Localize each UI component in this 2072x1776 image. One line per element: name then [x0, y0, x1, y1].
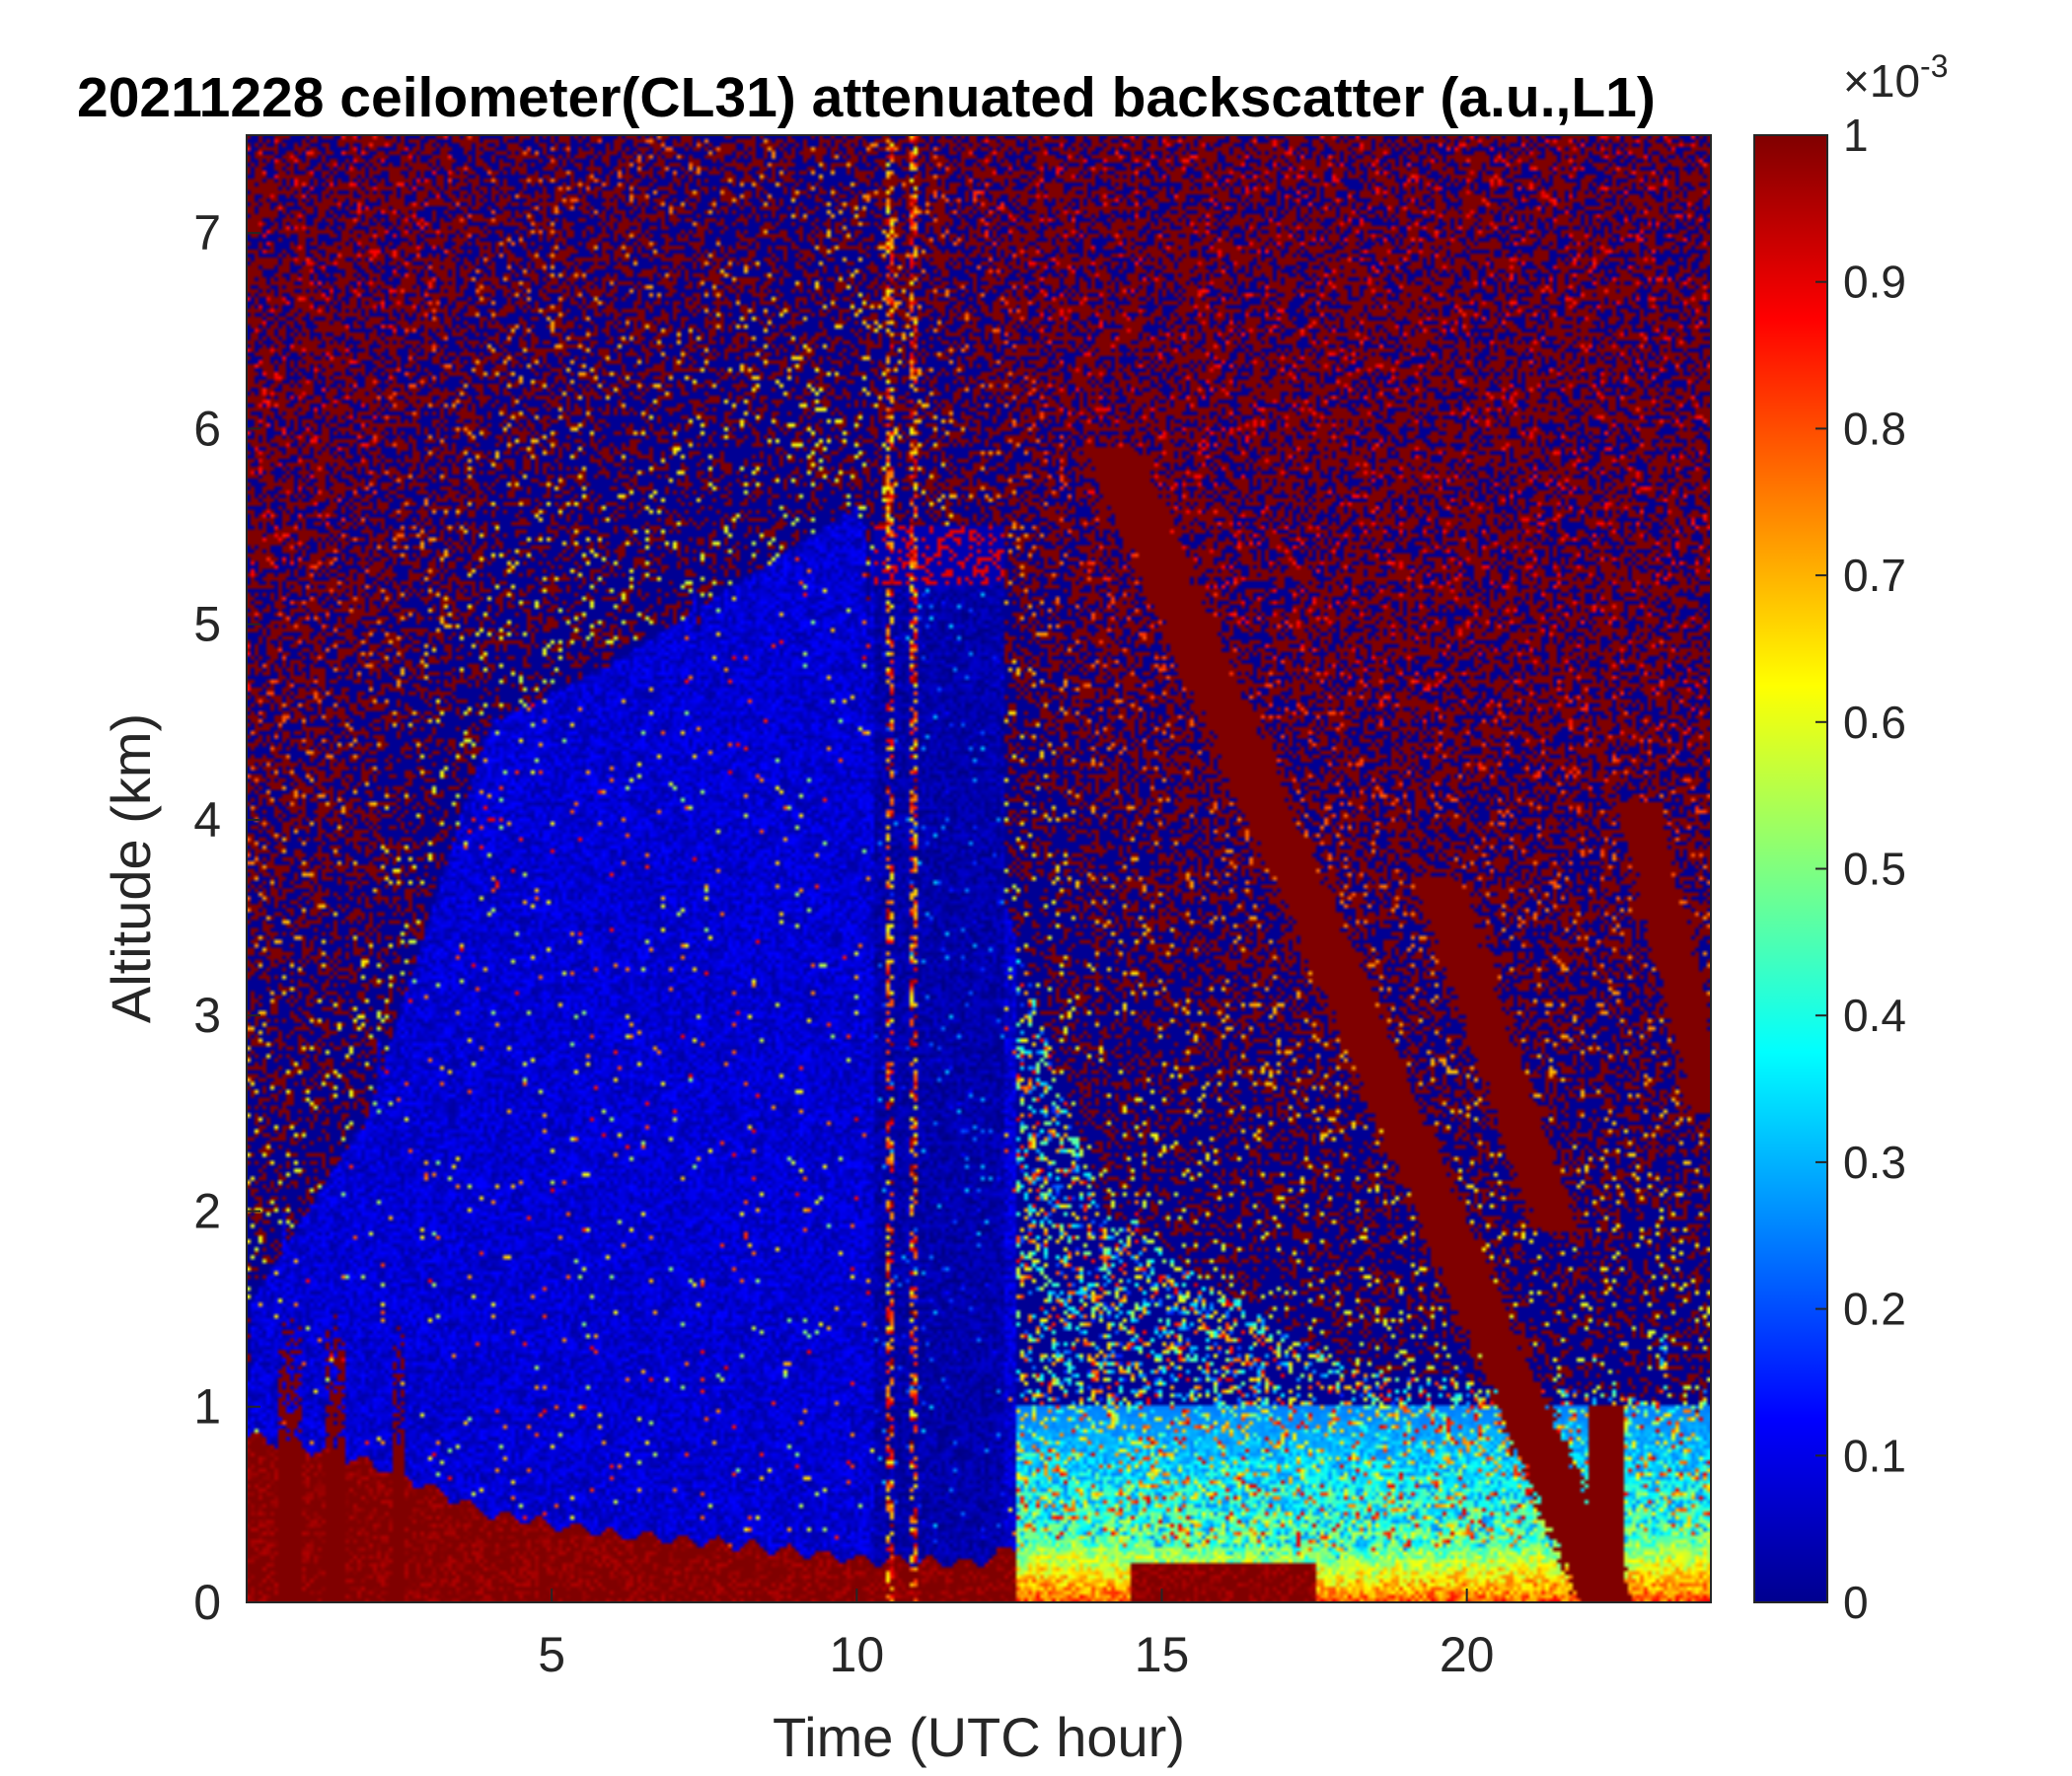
- colorbar-tick-label: 0.9: [1843, 257, 1906, 308]
- y-tick-label: 2: [193, 1183, 221, 1238]
- x-tick-label: 20: [1440, 1627, 1495, 1682]
- colorbar-gradient: [1753, 134, 1828, 1603]
- y-tick-label: 7: [193, 205, 221, 260]
- y-tick-label: 1: [193, 1379, 221, 1435]
- colorbar-tick-label: 0.3: [1843, 1137, 1906, 1188]
- y-tick-label: 5: [193, 597, 221, 652]
- colorbar-tick-label: 1: [1843, 110, 1869, 161]
- y-tick-label: 3: [193, 988, 221, 1043]
- colorbar-tick-label: 0.5: [1843, 844, 1906, 895]
- colorbar-tick-label: 0.8: [1843, 403, 1906, 454]
- backscatter-heatmap: [247, 135, 1711, 1602]
- x-axis: 5 10 15 20: [538, 1589, 1494, 1682]
- y-axis-label: Altitude (km): [100, 713, 162, 1023]
- colorbar-tick-label: 0.2: [1843, 1284, 1906, 1335]
- colorbar-tick-label: 0.6: [1843, 697, 1906, 748]
- y-tick-label: 0: [193, 1575, 221, 1630]
- colorbar-ticks: 0 0.1 0.2 0.3 0.4 0.5 0.6 0.7 0.8 0.9 1: [1815, 110, 1906, 1628]
- x-axis-label: Time (UTC hour): [773, 1706, 1185, 1768]
- y-axis: 0 1 2 3 4 5 6 7: [193, 205, 260, 1630]
- x-tick-label: 5: [538, 1627, 565, 1682]
- colorbar-tick-label: 0: [1843, 1577, 1869, 1628]
- x-tick-label: 15: [1135, 1627, 1190, 1682]
- plot-area: 5 10 15 20 0 1 2 3 4 5 6 7: [193, 134, 1712, 1682]
- colorbar-tick-label: 0.1: [1843, 1430, 1906, 1481]
- colorbar-tick-label: 0.7: [1843, 550, 1906, 601]
- y-tick-label: 4: [193, 792, 221, 848]
- colorbar-tick-label: 0.4: [1843, 990, 1906, 1041]
- chart-title: 20211228 ceilometer(CL31) attenuated bac…: [77, 66, 1656, 129]
- plot-frame: [246, 134, 1712, 1603]
- y-tick-label: 6: [193, 401, 221, 456]
- x-tick-label: 10: [830, 1627, 885, 1682]
- colorbar: 0 0.1 0.2 0.3 0.4 0.5 0.6 0.7 0.8 0.9 1 ×10-3: [1753, 48, 1948, 1628]
- colorbar-exponent: ×10-3: [1843, 48, 1948, 107]
